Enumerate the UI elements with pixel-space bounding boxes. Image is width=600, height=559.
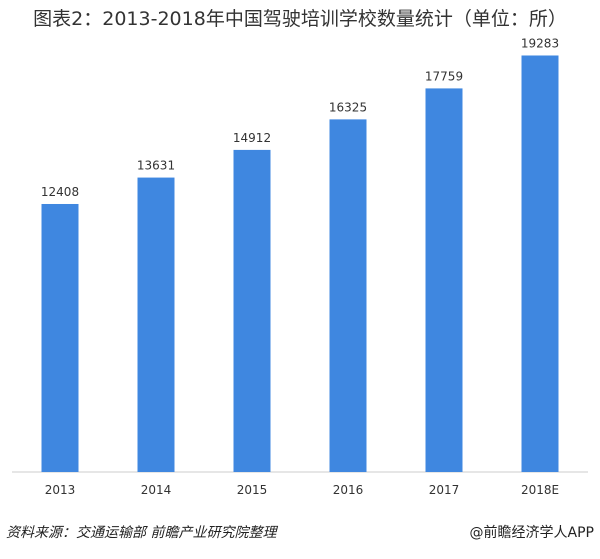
chart-title: 图表2：2013-2018年中国驾驶培训学校数量统计（单位：所） [33, 8, 567, 30]
brand-credit: @前瞻经济学人APP [469, 525, 594, 541]
bar-2017 [425, 88, 463, 472]
bar-2013 [41, 203, 79, 473]
x-tick-label-2014: 2014 [141, 483, 172, 497]
x-tick-label-2016: 2016 [333, 483, 364, 497]
data-label-2017: 17759 [425, 69, 463, 83]
bar-2016 [329, 119, 367, 472]
bar-2018E [521, 55, 559, 472]
bar-2015 [233, 149, 271, 472]
x-tick-label-2013: 2013 [45, 483, 76, 497]
bar-2014 [137, 177, 175, 472]
source-note: 资料来源：交通运输部 前瞻产业研究院整理 [6, 525, 277, 541]
x-tick-label-2015: 2015 [237, 483, 268, 497]
data-label-2015: 14912 [233, 131, 271, 145]
x-tick-label-2017: 2017 [429, 483, 460, 497]
data-label-2014: 13631 [137, 159, 175, 173]
data-label-2018E: 19283 [521, 36, 559, 50]
bar-chart: 12408 2013 13631 2014 14912 2015 16325 2016 1775… [12, 36, 588, 497]
x-tick-label-2018E: 2018E [521, 483, 559, 497]
data-label-2013: 12408 [41, 185, 79, 199]
data-label-2016: 16325 [329, 100, 367, 114]
